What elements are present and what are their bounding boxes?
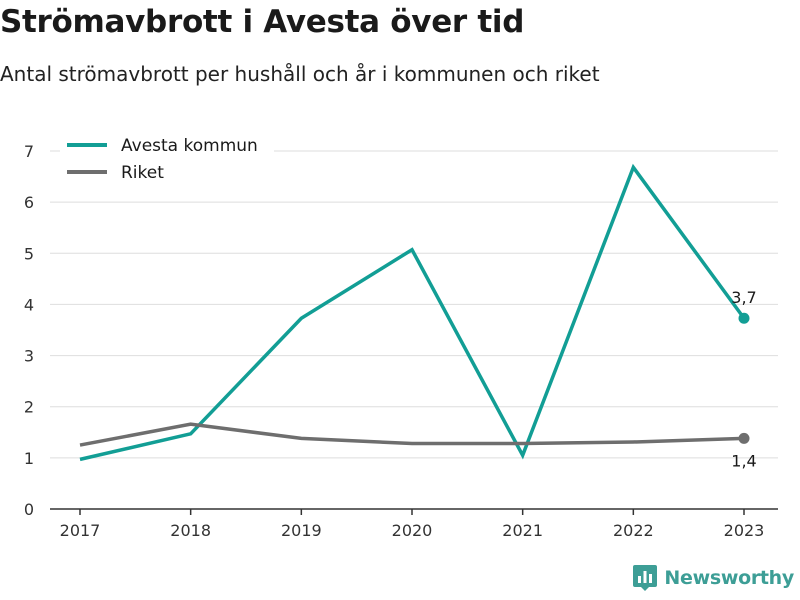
- chart-title: Strömavbrott i Avesta över tid: [0, 4, 525, 40]
- axes: 0 1 2 3 4 5 6 7 2017 2018 2019 2020 2021 2022 2023: [24, 142, 778, 540]
- x-tick-label: 2017: [60, 521, 101, 540]
- x-tick-label: 2019: [281, 521, 322, 540]
- y-tick-label: 0: [24, 500, 34, 519]
- series-line: [79, 163, 746, 462]
- series-line: [79, 422, 745, 447]
- end-point-marker: [738, 312, 750, 324]
- legend-label: Riket: [121, 163, 164, 183]
- x-tick-label: 2020: [392, 521, 433, 540]
- newsworthy-logo-icon: [633, 565, 658, 591]
- x-tick-label: 2023: [724, 521, 765, 540]
- chart-subtitle: Antal strömavbrott per hushåll och år i …: [0, 62, 600, 86]
- y-tick-label: 2: [24, 398, 34, 417]
- legend: Avesta kommun Riket: [60, 132, 274, 186]
- legend-label: Avesta kommun: [121, 136, 258, 156]
- end-value-label: 3,7: [731, 288, 756, 307]
- y-tick-label: 7: [24, 142, 34, 161]
- brand-name: Newsworthy: [664, 567, 794, 589]
- end-point-marker: [738, 432, 750, 444]
- legend-background: [60, 132, 274, 186]
- brand-logo: Newsworthy: [632, 564, 794, 592]
- y-tick-label: 1: [24, 449, 34, 468]
- y-tick-label: 6: [24, 193, 34, 212]
- end-value-label: 1,4: [731, 451, 756, 470]
- series: 3,7 1,4: [79, 163, 757, 470]
- x-tick-label: 2021: [502, 521, 543, 540]
- y-tick-label: 4: [24, 295, 34, 314]
- y-tick-label: 3: [24, 347, 34, 366]
- x-tick-label: 2018: [170, 521, 211, 540]
- y-tick-label: 5: [24, 244, 34, 263]
- x-tick-label: 2022: [613, 521, 654, 540]
- grid-lines: [50, 150, 778, 459]
